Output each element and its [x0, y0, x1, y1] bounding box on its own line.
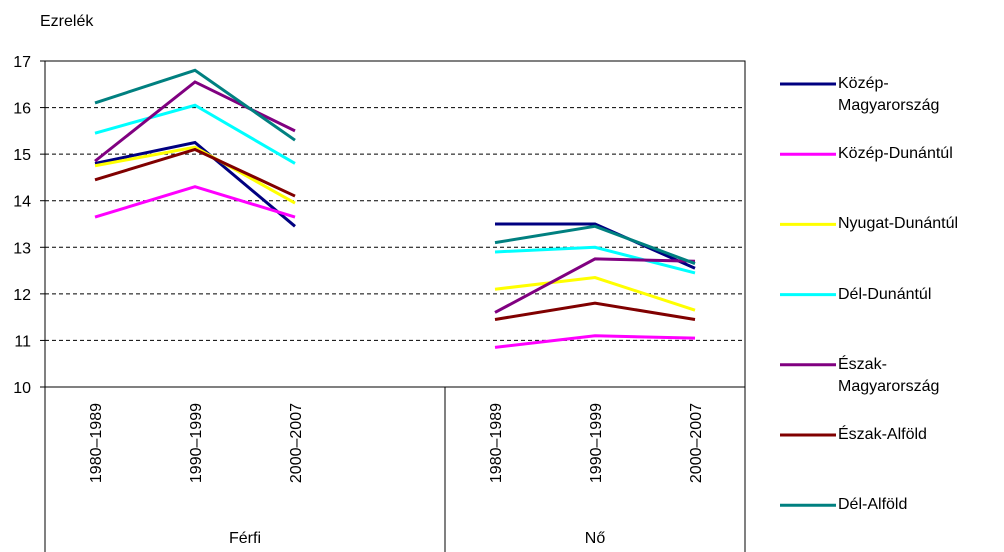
series-line: [94, 147, 696, 321]
series-line: [94, 140, 696, 270]
series-line: [94, 80, 696, 314]
legend-label: Észak-Magyarország: [838, 355, 940, 395]
y-tick-label: 14: [13, 194, 31, 211]
y-axis-label: Ezrelék: [40, 13, 94, 30]
y-tick-label: 13: [13, 240, 31, 257]
plot-area: [44, 60, 746, 388]
legend-label: Dél-Dunántúl: [838, 285, 932, 303]
x-tick-label: 2000–2007: [688, 403, 705, 483]
legend-label: Közép-Magyarország: [838, 75, 940, 114]
legend-label: Észak-Alföld: [838, 426, 927, 443]
x-tick-label: 1990–1999: [588, 403, 605, 483]
legend-label: Közép-Dunántúl: [838, 145, 953, 163]
y-tick-label: 10: [13, 380, 31, 397]
series-line: [94, 68, 696, 265]
y-tick-label: 17: [13, 54, 31, 71]
group-label: Nő: [585, 530, 606, 547]
x-tick-label: 1980–1989: [488, 403, 505, 483]
x-tick-label: 1980–1989: [88, 403, 105, 483]
y-tick-label: 16: [13, 101, 31, 118]
group-label: Férfi: [229, 530, 261, 547]
series-line: [94, 145, 696, 312]
series-line: [94, 185, 696, 349]
legend-label: Dél-Alföld: [838, 496, 908, 514]
x-tick-label: 1990–1999: [188, 403, 205, 483]
y-tick-label: 11: [14, 333, 31, 350]
y-tick-label: 12: [13, 287, 31, 304]
series-line: [94, 103, 696, 275]
legend-label: Nyugat-Dunántúl: [838, 215, 959, 233]
y-tick-label: 15: [13, 147, 31, 164]
x-tick-label: 2000–2007: [288, 403, 305, 483]
